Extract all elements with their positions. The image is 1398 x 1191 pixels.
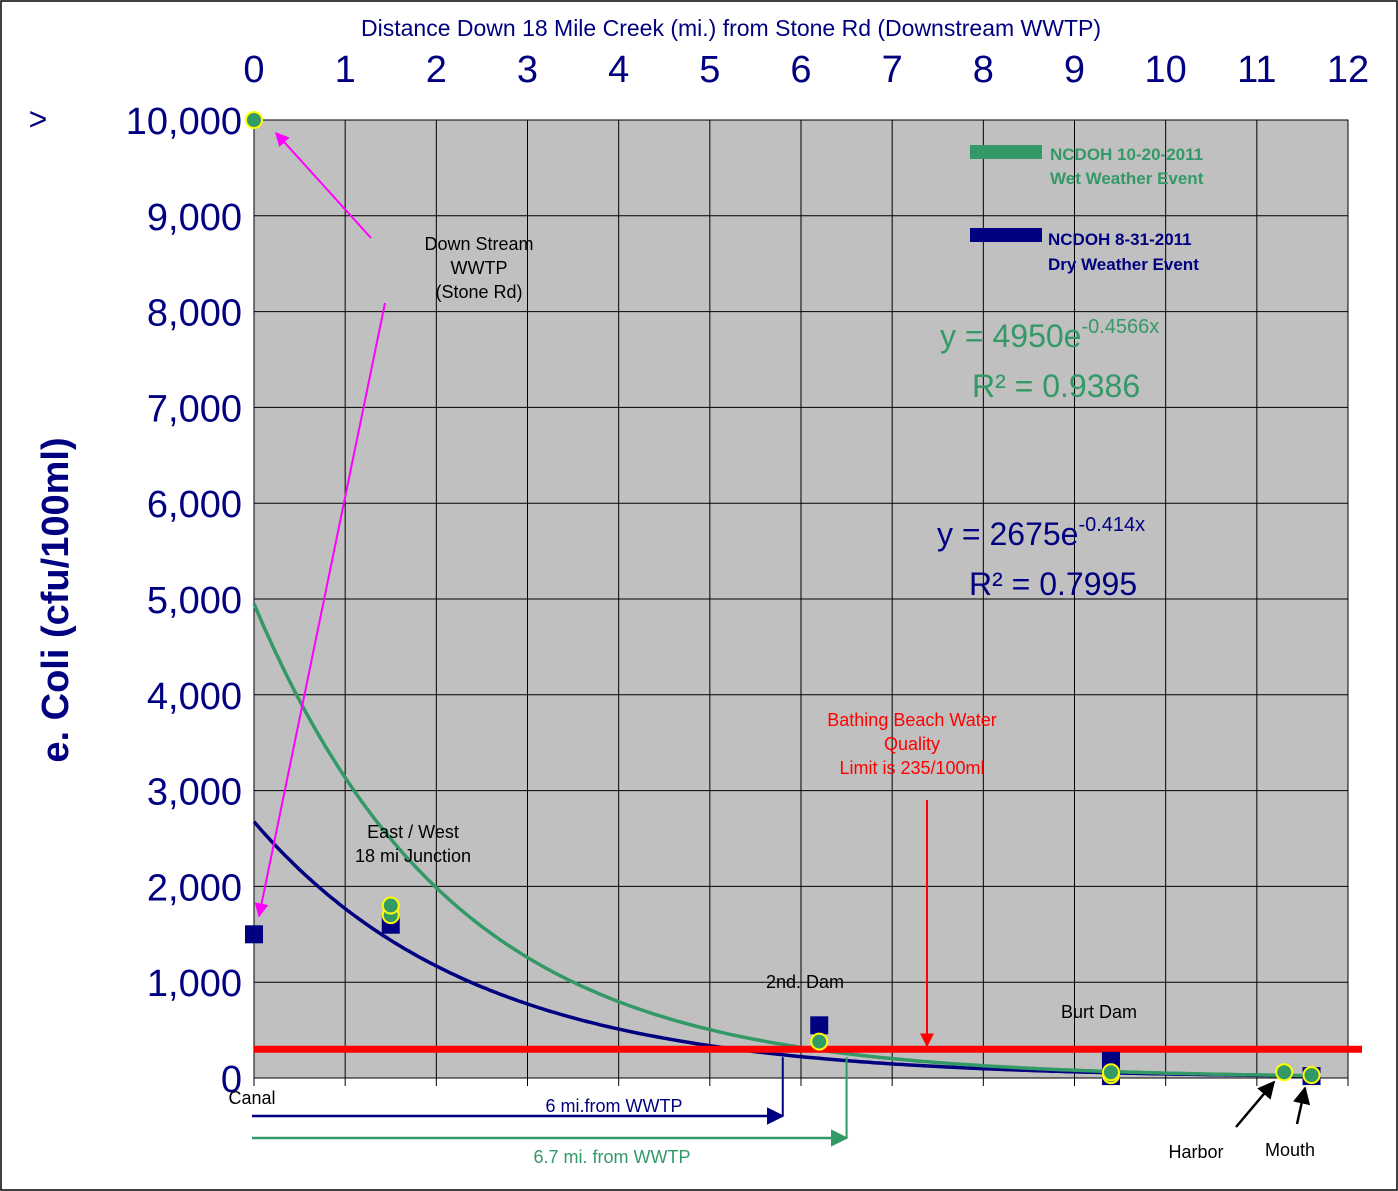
x-tick-label: 10 (1145, 49, 1187, 91)
x-tick-label: 8 (973, 49, 994, 91)
y-tick-label: 8,000 (147, 293, 242, 335)
x-tick-label: 4 (608, 49, 629, 91)
x-tick-label: 11 (1237, 49, 1276, 91)
annotation-mouth: Mouth (1265, 1140, 1315, 1160)
annotation-2nd-dam: 2nd. Dam (766, 972, 844, 992)
legend-label-wet: NCDOH 10-20-2011 (1050, 145, 1203, 164)
y-tick-label: 4,000 (147, 676, 242, 718)
dry-trend-equation: y = 2675e-0.414x (937, 514, 1145, 552)
x-axis-title: Distance Down 18 Mile Creek (mi.) from S… (361, 15, 1101, 41)
y-tick-label: 6,000 (147, 484, 242, 526)
wet-point (810, 1032, 829, 1051)
annotation-bathing-limit: Limit is 235/100ml (839, 758, 984, 778)
wet-point (1302, 1066, 1321, 1085)
arrow-wwtp-dry (254, 302, 386, 918)
x-tick-label: 5 (699, 49, 720, 91)
annotation-wwtp: (Stone Rd) (435, 282, 522, 302)
y-tick-label: 7,000 (147, 388, 242, 430)
annotation-burt-dam: Burt Dam (1061, 1002, 1137, 1022)
x-tick-label: 6 (790, 49, 811, 91)
dry-trend-r2: R² = 0.7995 (969, 566, 1137, 602)
x-tick-label: 7 (882, 49, 903, 91)
legend-label-dry: NCDOH 8-31-2011 (1048, 230, 1192, 249)
wet-trend-r2: R² = 0.9386 (972, 368, 1140, 404)
arrow-harbor (1235, 1080, 1276, 1128)
wet-point (381, 896, 400, 915)
annotation-wwtp: Down Stream (424, 234, 533, 254)
legend-swatch-dry (970, 228, 1042, 242)
annotation-6mi: 6 mi.from WWTP (546, 1096, 683, 1116)
legend-label-wet-2: Wet Weather Event (1050, 169, 1204, 188)
legend-swatch-wet (970, 145, 1042, 159)
y-axis-title: e. Coli (cfu/100ml) (35, 437, 77, 762)
x-tick-label: 12 (1327, 49, 1369, 91)
y-tick-label: 2,000 (147, 867, 242, 909)
y-tick-label: 9,000 (147, 197, 242, 239)
trendline-wet (252, 603, 1312, 1078)
y-tick-label: 1,000 (147, 963, 242, 1005)
y-tick-label: 3,000 (147, 772, 242, 814)
annotation-junction: East / West (367, 822, 459, 842)
wet-point (1275, 1063, 1294, 1082)
annotation-harbor: Harbor (1168, 1142, 1223, 1162)
dry-point (810, 1016, 829, 1035)
x-tick-label: 2 (426, 49, 447, 91)
y-tick-label: 5,000 (147, 580, 242, 622)
dry-point (245, 925, 263, 944)
y-tick-label: 10,000 (126, 101, 242, 143)
y-tick-label: 0 (221, 1059, 242, 1101)
annotation-bathing-limit: Quality (884, 734, 940, 754)
y-top-prefix: > (29, 101, 48, 137)
annotation-bathing-limit: Bathing Beach Water (827, 710, 996, 730)
arrow-mouth (1293, 1086, 1311, 1125)
x-tick-label: 0 (243, 49, 264, 91)
legend-label-dry-2: Dry Weather Event (1048, 255, 1199, 274)
x-tick-label: 9 (1064, 49, 1085, 91)
annotation-junction: 18 mi Junction (355, 846, 471, 866)
annotation-canal: Canal (228, 1088, 275, 1108)
dry-trend-equation-exponent: -0.414x (1078, 514, 1145, 536)
x-tick-label: 3 (517, 49, 538, 91)
wet-point (245, 111, 263, 129)
arrow-wwtp-wet (275, 131, 372, 239)
wet-trend-equation-exponent: -0.4566x (1081, 316, 1159, 338)
annotation-6-7mi: 6.7 mi. from WWTP (534, 1147, 691, 1167)
wet-point (1101, 1063, 1120, 1082)
annotation-wwtp: WWTP (451, 258, 508, 278)
x-tick-label: 1 (335, 49, 356, 91)
